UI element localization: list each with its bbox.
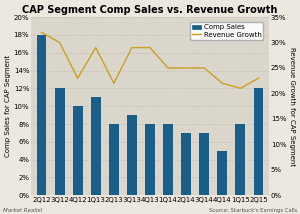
Bar	[73, 106, 82, 195]
Legend: Comp Sales, Revenue Growth: Comp Sales, Revenue Growth	[190, 22, 263, 40]
Bar	[127, 115, 137, 195]
Bar	[181, 133, 191, 195]
Bar	[91, 97, 101, 195]
Bar	[55, 88, 64, 195]
Y-axis label: Revenue Growth for CAP Segment: Revenue Growth for CAP Segment	[289, 47, 295, 166]
Title: CAP Segment Comp Sales vs. Revenue Growth: CAP Segment Comp Sales vs. Revenue Growt…	[22, 5, 278, 15]
Bar	[218, 151, 227, 195]
Bar	[145, 124, 155, 195]
Bar	[109, 124, 119, 195]
Text: Market Realist: Market Realist	[3, 208, 42, 213]
Bar	[199, 133, 209, 195]
Text: Source: Starbuck's Earnings Calls: Source: Starbuck's Earnings Calls	[208, 208, 297, 213]
Bar	[254, 88, 263, 195]
Y-axis label: Comp Sales for CAP Segment: Comp Sales for CAP Segment	[5, 55, 11, 157]
Bar	[37, 35, 46, 195]
Bar	[163, 124, 173, 195]
Bar	[236, 124, 245, 195]
